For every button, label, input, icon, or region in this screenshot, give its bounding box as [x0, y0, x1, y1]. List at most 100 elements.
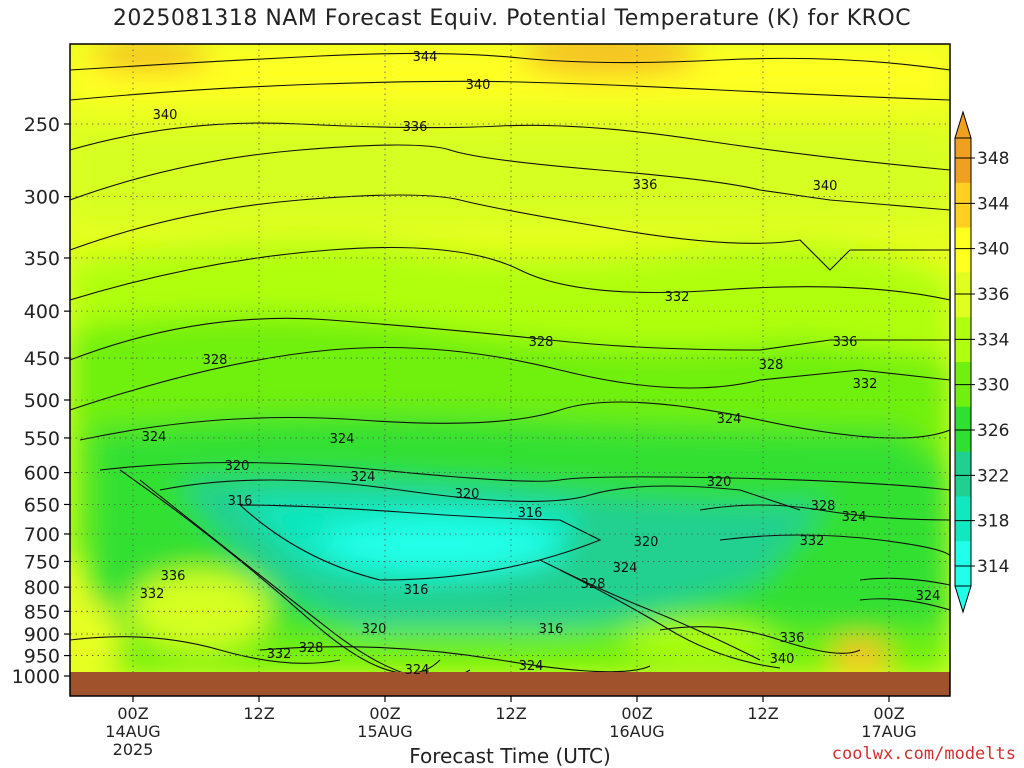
contour-label: 324	[842, 510, 867, 525]
y-tick-label: 300	[24, 187, 60, 209]
contour-label: 336	[403, 120, 428, 135]
contour-label: 320	[455, 487, 480, 502]
contour-label: 340	[813, 179, 838, 194]
y-tick-label: 500	[24, 390, 60, 412]
contour-label: 340	[153, 108, 178, 123]
colorbar-swatch	[955, 182, 971, 229]
x-tick-label: 00Z	[369, 704, 400, 723]
x-axis-label: Forecast Time (UTC)	[409, 744, 611, 768]
contour-label: 324	[717, 412, 742, 427]
colorbar-label: 348	[977, 149, 1009, 169]
x-tick-label: 12Z	[243, 704, 274, 723]
grid-lines	[70, 44, 950, 672]
y-tick-label: 950	[24, 646, 60, 668]
y-tick-label: 900	[24, 624, 60, 646]
contour-label: 328	[581, 577, 606, 592]
y-tick-label: 600	[24, 463, 60, 485]
x-tick-year: 2025	[113, 740, 154, 759]
x-tick-label: 00Z	[873, 704, 904, 723]
theta-e-field	[70, 44, 950, 696]
contour-label: 344	[413, 50, 438, 65]
colorbar-label: 326	[977, 421, 1009, 441]
y-tick-label: 450	[24, 348, 60, 370]
y-tick-label: 750	[24, 551, 60, 573]
contour-label: 316	[539, 622, 564, 637]
contour-label: 332	[140, 587, 165, 602]
contour-lines	[70, 52, 950, 680]
contour-label: 324	[351, 470, 376, 485]
x-tick-date: 15AUG	[357, 722, 412, 741]
contour-label: 320	[634, 535, 659, 550]
contour-label: 336	[633, 178, 658, 193]
contour-label: 336	[161, 569, 186, 584]
colorbar-top-arrow	[954, 110, 972, 139]
x-tick-label: 12Z	[747, 704, 778, 723]
colorbar-frame	[954, 137, 972, 587]
contour-label: 340	[466, 78, 491, 93]
colorbar-label: 340	[977, 240, 1009, 260]
colorbar-swatch	[955, 227, 971, 273]
contour-label: 320	[225, 459, 250, 474]
x-tick-label: 00Z	[621, 704, 652, 723]
contour-label: 328	[529, 335, 554, 350]
y-tick-label: 350	[24, 248, 60, 270]
contour-label: 340	[770, 652, 795, 667]
y-tick-label: 850	[24, 601, 60, 623]
contour-label: 336	[780, 631, 805, 646]
colorbar-swatch	[955, 451, 971, 497]
contour-label: 328	[811, 499, 836, 514]
colorbar-label: 314	[977, 557, 1009, 577]
colorbar-swatch	[955, 496, 971, 542]
y-tick-label: 800	[24, 577, 60, 599]
colorbar-label: 336	[977, 285, 1009, 305]
colorbar-swatch	[955, 317, 971, 363]
contour-label: 332	[853, 377, 878, 392]
colorbar-label: 344	[977, 194, 1009, 214]
contour-label: 324	[405, 663, 430, 678]
y-tick-label: 250	[24, 114, 60, 136]
contour-label: 332	[665, 290, 690, 305]
colorbar-swatch	[955, 138, 971, 184]
contour-label: 320	[362, 622, 387, 637]
x-tick-date: 14AUG	[105, 722, 160, 741]
y-tick-label: 650	[24, 494, 60, 516]
x-tick-date: 17AUG	[861, 722, 916, 741]
contour-label: 316	[404, 583, 429, 598]
x-tick-date: 16AUG	[609, 722, 664, 741]
x-tick-label: 00Z	[117, 704, 148, 723]
chart-title: 2025081318 NAM Forecast Equiv. Potential…	[112, 6, 912, 31]
contour-label: 320	[707, 475, 732, 490]
x-tick-label: 12Z	[495, 704, 526, 723]
contour-labels: 344 340 340 336 336 340 332 328 336 328 328 332 324 3…	[140, 50, 941, 678]
colorbar-swatch	[955, 272, 971, 318]
contour-label: 332	[800, 534, 825, 549]
colorbar-swatch	[955, 406, 971, 453]
contour-label: 328	[759, 358, 784, 373]
contour-label: 324	[519, 659, 544, 674]
contour-label: 324	[142, 430, 167, 445]
ground-surface	[70, 672, 950, 696]
contour-label: 328	[203, 353, 228, 368]
colorbar-label: 318	[977, 512, 1009, 532]
contour-label: 316	[518, 506, 543, 521]
colorbar-label: 330	[977, 376, 1009, 396]
colorbar: 348 344 340 336 334 330 326 322 318 314	[954, 110, 1009, 614]
y-tick-label: 550	[24, 428, 60, 450]
source-credit: coolwx.com/modelts	[831, 744, 1016, 764]
contour-label: 328	[299, 641, 324, 656]
plot-frame	[69, 43, 951, 697]
colorbar-label: 322	[977, 466, 1009, 486]
colorbar-label: 334	[977, 330, 1009, 350]
contour-label: 324	[330, 432, 355, 447]
contour-label: 324	[613, 561, 638, 576]
y-tick-label: 1000	[12, 666, 60, 688]
colorbar-bottom-arrow	[954, 585, 972, 614]
contour-label: 324	[916, 589, 941, 604]
contour-label: 332	[267, 647, 292, 662]
y-axis: 2503003504004505005506006507007508008509…	[12, 114, 70, 688]
colorbar-swatch	[955, 541, 971, 587]
y-tick-label: 700	[24, 524, 60, 546]
contour-label: 336	[833, 335, 858, 350]
